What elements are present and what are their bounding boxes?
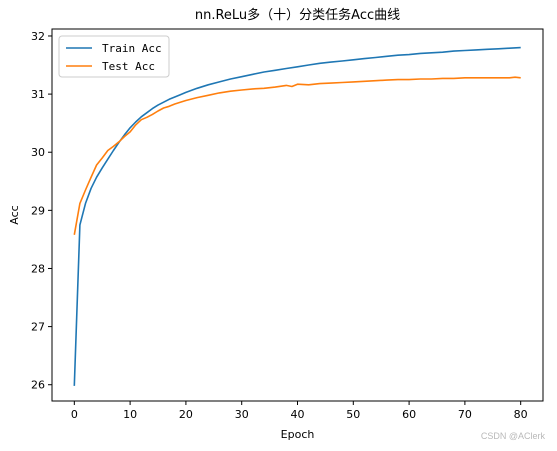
watermark: CSDN @AClerk	[480, 431, 545, 441]
x-tick-label: 50	[346, 408, 360, 421]
x-tick-label: 70	[458, 408, 472, 421]
x-tick-label: 0	[71, 408, 78, 421]
x-tick-label: 20	[179, 408, 193, 421]
y-tick-label: 27	[31, 321, 45, 334]
legend-label-test-acc: Test Acc	[102, 60, 155, 73]
y-tick-label: 31	[31, 88, 45, 101]
y-tick-label: 32	[31, 30, 45, 43]
x-tick-label: 40	[291, 408, 305, 421]
x-axis-label: Epoch	[281, 428, 315, 441]
y-axis: 26 27 28 29 30 31 32	[31, 30, 52, 392]
y-axis-label: Acc	[8, 205, 21, 224]
y-tick-label: 28	[31, 262, 45, 275]
chart-title: nn.ReLu多（十）分类任务Acc曲线	[195, 7, 400, 23]
y-tick-label: 30	[31, 146, 45, 159]
legend-label-train-acc: Train Acc	[102, 42, 162, 55]
y-tick-label: 26	[31, 379, 45, 392]
x-tick-label: 30	[235, 408, 249, 421]
y-tick-label: 29	[31, 204, 45, 217]
series-line-train-acc	[73, 46, 521, 386]
x-tick-label: 60	[402, 408, 416, 421]
x-tick-label: 10	[123, 408, 137, 421]
x-axis: 0 10 20 30 40 50 60 70 80	[71, 401, 528, 421]
series-line-test-acc	[73, 76, 521, 235]
x-tick-label: 80	[514, 408, 528, 421]
legend: Train Acc Test Acc	[58, 35, 170, 78]
plot-area	[73, 46, 521, 386]
